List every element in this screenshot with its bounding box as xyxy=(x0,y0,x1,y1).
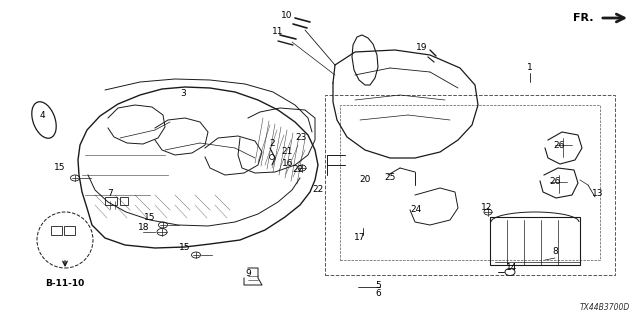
Text: 17: 17 xyxy=(355,234,365,243)
Text: 21: 21 xyxy=(282,148,292,156)
Text: 6: 6 xyxy=(375,290,381,299)
Text: 10: 10 xyxy=(281,11,292,20)
Text: 25: 25 xyxy=(384,172,396,181)
Text: TX44B3700D: TX44B3700D xyxy=(580,303,630,313)
Text: 11: 11 xyxy=(272,28,284,36)
Text: 12: 12 xyxy=(481,204,493,212)
Text: 26: 26 xyxy=(549,178,561,187)
Text: 16: 16 xyxy=(282,158,294,167)
Text: 24: 24 xyxy=(410,205,422,214)
Text: 20: 20 xyxy=(359,175,371,185)
Text: 18: 18 xyxy=(138,223,150,233)
Text: 15: 15 xyxy=(179,243,191,252)
Text: 1: 1 xyxy=(527,63,533,73)
Text: 26: 26 xyxy=(554,140,564,149)
Text: 4: 4 xyxy=(39,111,45,121)
Text: 2: 2 xyxy=(269,139,275,148)
Text: 22: 22 xyxy=(292,164,303,173)
Text: 9: 9 xyxy=(245,269,251,278)
Text: 3: 3 xyxy=(180,90,186,99)
Text: FR.: FR. xyxy=(573,13,594,23)
Text: 14: 14 xyxy=(506,263,518,273)
Text: 7: 7 xyxy=(107,188,113,197)
Text: 23: 23 xyxy=(295,132,307,141)
Text: 22: 22 xyxy=(312,186,324,195)
Text: 15: 15 xyxy=(144,212,156,221)
Text: 8: 8 xyxy=(552,247,558,257)
Text: B-11-10: B-11-10 xyxy=(45,278,84,287)
Text: 5: 5 xyxy=(375,281,381,290)
Text: 13: 13 xyxy=(592,189,604,198)
Text: 15: 15 xyxy=(54,164,66,172)
Text: 19: 19 xyxy=(416,43,428,52)
